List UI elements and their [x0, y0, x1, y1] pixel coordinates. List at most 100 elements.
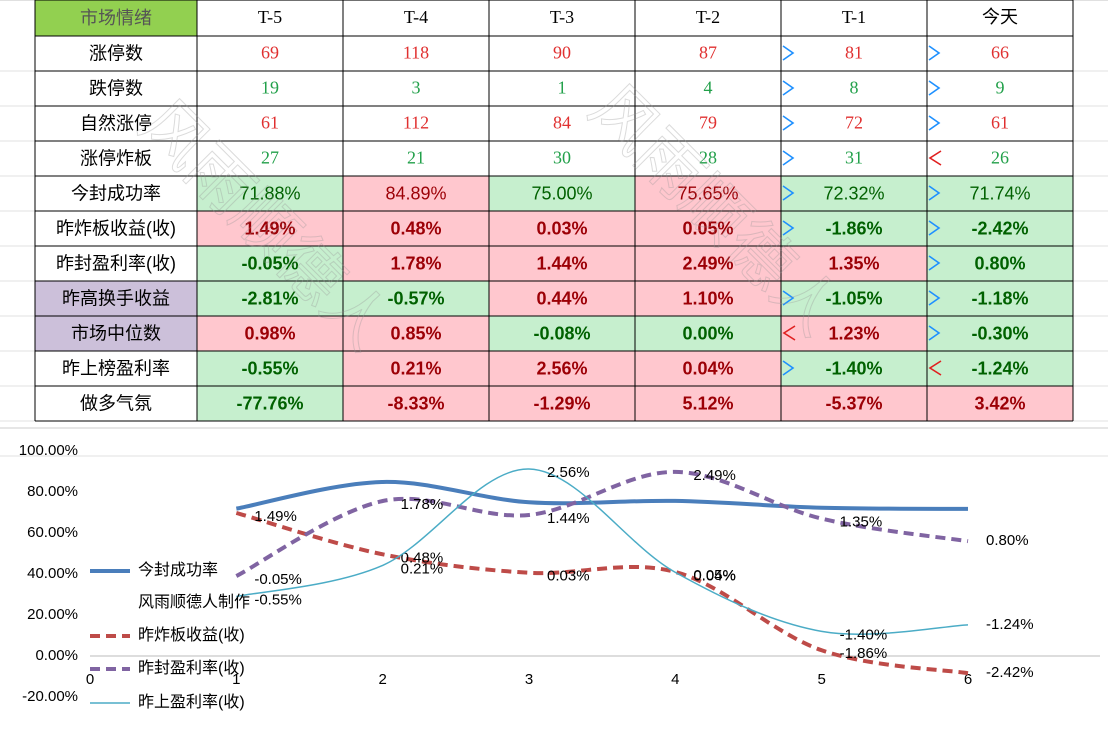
x-tick-label: 4	[671, 671, 679, 688]
cell-value: 75.00%	[531, 183, 592, 203]
cell-value: 0.48%	[390, 218, 441, 238]
cell-value: 4	[704, 78, 713, 98]
cell-bg	[927, 316, 1073, 351]
cell-value: 0.44%	[536, 288, 587, 308]
trend-arrow	[782, 185, 795, 201]
row-label: 今封成功率	[71, 183, 161, 203]
cell-bg	[343, 246, 489, 281]
cell-value: -77.76%	[236, 393, 303, 413]
cell-value: 71.88%	[239, 183, 300, 203]
data-label: -1.40%	[840, 626, 888, 643]
trend-arrow	[928, 220, 941, 236]
cell-value: 87	[699, 43, 717, 63]
series-line	[235, 469, 969, 578]
cell-value: 0.05%	[682, 218, 733, 238]
cell-bg	[635, 351, 781, 386]
cell-value: 9	[996, 78, 1005, 98]
header-label: 市场情绪	[80, 8, 152, 28]
header-label: 今天	[982, 7, 1018, 27]
legend-label: 昨上盈利率(收)	[138, 693, 245, 711]
cell-value: 90	[553, 43, 571, 63]
cell-value: 1.49%	[244, 218, 295, 238]
cell-value: 84	[553, 113, 571, 133]
cell-value: 8	[850, 78, 859, 98]
legend-label: 昨封盈利率(收)	[138, 659, 245, 677]
data-label: 0.21%	[401, 560, 444, 577]
cell-value: 31	[845, 148, 863, 168]
cell-bg	[35, 316, 197, 351]
header-cell	[35, 0, 197, 36]
cell-value: 66	[991, 43, 1009, 63]
series-line	[235, 479, 969, 511]
cell-value: 3	[412, 78, 421, 98]
cell-bg	[489, 211, 635, 246]
trend-arrow	[928, 255, 941, 271]
data-label: 2.56%	[547, 464, 590, 481]
cell-bg	[197, 386, 343, 421]
cell-value: 0.21%	[390, 358, 441, 378]
cell-value: 72	[845, 113, 863, 133]
cell-bg	[635, 211, 781, 246]
cell-value: 5.12%	[682, 393, 733, 413]
cell-value: -1.40%	[825, 358, 882, 378]
trend-arrow	[928, 325, 941, 341]
row-label: 市场中位数	[71, 323, 161, 343]
data-label: -1.86%	[840, 645, 888, 662]
cell-bg	[197, 176, 343, 211]
header-label: T-3	[550, 7, 574, 27]
cell-value: 0.80%	[974, 253, 1025, 273]
legend-label: 昨炸板收益(收)	[138, 626, 245, 644]
cell-value: 118	[403, 43, 429, 63]
cell-bg	[635, 246, 781, 281]
trend-arrow	[928, 115, 941, 131]
data-label: 0.48%	[401, 549, 444, 566]
legend-note: 风雨顺德人制作	[138, 593, 250, 611]
cell-value: 81	[845, 43, 863, 63]
row-label: 自然涨停	[80, 113, 152, 133]
cell-value: 28	[699, 148, 717, 168]
cell-bg	[781, 246, 927, 281]
data-label: 1.49%	[254, 508, 297, 525]
data-label: 0.03%	[547, 568, 590, 585]
cell-bg	[489, 246, 635, 281]
cell-bg	[343, 281, 489, 316]
cell-bg	[197, 281, 343, 316]
cell-bg	[489, 316, 635, 351]
cell-value: 71.74%	[969, 183, 1030, 203]
cell-bg	[927, 246, 1073, 281]
row-label: 昨封盈利率(收)	[56, 253, 176, 273]
cell-value: 79	[699, 113, 717, 133]
cell-value: 0.98%	[244, 323, 295, 343]
row-label: 跌停数	[89, 78, 143, 98]
cell-value: 75.65%	[677, 183, 738, 203]
data-label: 1.78%	[401, 496, 444, 513]
x-tick-label: 6	[964, 671, 972, 688]
cell-bg	[343, 211, 489, 246]
trend-arrow	[782, 325, 796, 341]
cell-value: 1.78%	[390, 253, 441, 273]
trend-arrow	[782, 220, 795, 236]
cell-bg	[635, 386, 781, 421]
cell-bg	[635, 176, 781, 211]
trend-arrow	[782, 45, 795, 61]
cell-value: -0.05%	[241, 253, 298, 273]
row-label: 昨上榜盈利率	[62, 358, 170, 378]
cell-bg	[489, 176, 635, 211]
cell-bg	[781, 211, 927, 246]
data-label: 1.44%	[547, 510, 590, 527]
y-tick-label: 0.00%	[35, 647, 78, 664]
cell-value: 112	[403, 113, 429, 133]
trend-arrow	[782, 360, 795, 376]
cell-bg	[927, 351, 1073, 386]
cell-bg	[927, 176, 1073, 211]
data-label: 0.05%	[693, 567, 736, 584]
data-label: 0.80%	[986, 532, 1029, 549]
cell-bg	[197, 211, 343, 246]
cell-value: -0.55%	[241, 358, 298, 378]
cell-value: -2.42%	[971, 218, 1028, 238]
cell-bg	[343, 176, 489, 211]
trend-arrow	[782, 150, 795, 166]
cell-value: -1.86%	[825, 218, 882, 238]
series-line	[236, 468, 969, 635]
